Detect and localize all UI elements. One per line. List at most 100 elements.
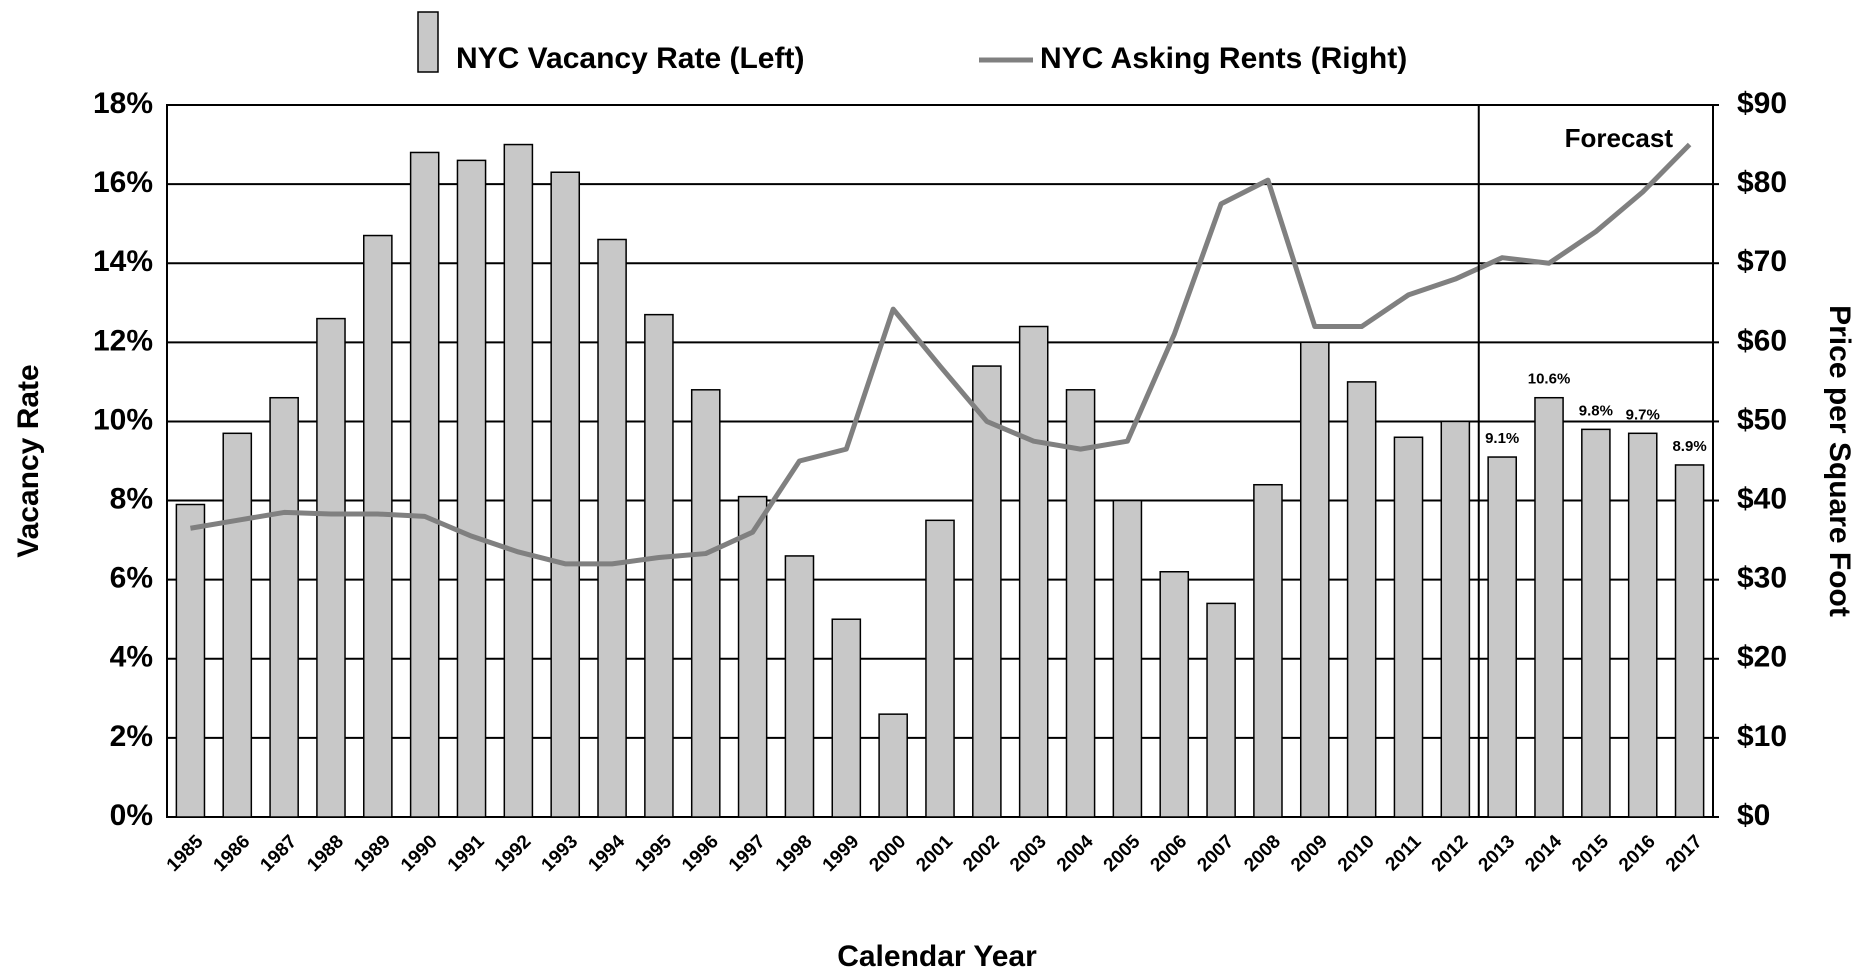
y-tick-label: 18%	[93, 87, 153, 120]
data-label: 9.8%	[1579, 402, 1613, 419]
legend-swatch	[417, 11, 439, 73]
bar	[456, 159, 487, 818]
x-tick-label: 1992	[491, 831, 536, 876]
x-tick-label: 1987	[256, 831, 301, 876]
y-tick-label: 16%	[93, 166, 153, 199]
x-tick-label: 1985	[163, 831, 208, 876]
bar	[1440, 420, 1471, 818]
bar	[503, 143, 534, 818]
x-tick-label: 2012	[1428, 831, 1473, 876]
data-label: 10.6%	[1528, 371, 1571, 388]
bar	[1393, 436, 1424, 818]
y2-tick-label: $10	[1737, 720, 1787, 753]
bar	[1627, 432, 1658, 818]
bar	[1581, 428, 1611, 818]
bar	[1299, 341, 1330, 818]
x-tick-label: 2016	[1615, 831, 1660, 876]
y2-tick-label: $40	[1737, 482, 1787, 515]
x-tick-label: 1991	[444, 831, 489, 876]
legend-label: NYC Asking Rents (Right)	[1040, 42, 1407, 75]
x-tick-label: 2017	[1662, 831, 1707, 876]
bar	[878, 713, 908, 818]
x-tick-label: 1986	[210, 831, 255, 876]
bar	[1018, 325, 1049, 818]
y-tick-label: 10%	[93, 403, 153, 436]
y-tick-label: 12%	[93, 324, 153, 357]
x-tick-label: 2004	[1053, 831, 1098, 876]
x-tick-label: 2014	[1521, 831, 1566, 876]
y-tick-label: 8%	[110, 482, 153, 515]
x-tick-label: 1996	[678, 831, 723, 876]
data-label: 8.9%	[1672, 438, 1706, 455]
x-tick-label: 2015	[1568, 831, 1613, 876]
bar	[1534, 396, 1564, 818]
bar	[1487, 456, 1517, 818]
y-tick-label: 2%	[110, 720, 153, 753]
bar	[784, 555, 815, 818]
y2-tick-label: $20	[1737, 641, 1787, 674]
x-tick-label: 2011	[1382, 831, 1426, 875]
data-label: 9.7%	[1626, 406, 1660, 423]
y2-tick-label: $90	[1737, 87, 1787, 120]
bar	[831, 618, 862, 818]
x-tick-label: 2013	[1475, 831, 1520, 876]
y2-tick-label: $80	[1737, 166, 1787, 199]
y-tick-label: 6%	[110, 562, 153, 595]
x-tick-label: 2000	[865, 831, 910, 876]
x-tick-label: 2006	[1147, 831, 1192, 876]
bar	[1112, 499, 1143, 818]
legend-label: NYC Vacancy Rate (Left)	[456, 42, 804, 75]
bar	[316, 317, 346, 818]
bar	[175, 503, 206, 818]
bar	[644, 313, 674, 818]
y-tick-label: 14%	[93, 245, 153, 278]
bar	[363, 234, 393, 818]
x-tick-label: 1995	[631, 831, 676, 876]
x-axis-label: Calendar Year	[837, 940, 1037, 969]
bar	[1065, 389, 1096, 818]
bar	[597, 238, 627, 818]
y2-axis-label: Price per Square Foot	[1823, 305, 1856, 617]
annotation: Forecast	[1565, 123, 1674, 153]
bar	[1159, 571, 1190, 818]
bar	[550, 171, 581, 818]
data-label: 9.1%	[1485, 430, 1519, 447]
y-axis-label: Vacancy Rate	[12, 364, 45, 557]
x-tick-label: 1989	[350, 831, 395, 876]
x-tick-label: 2005	[1100, 831, 1145, 876]
y2-tick-label: $50	[1737, 403, 1787, 436]
x-tick-label: 1988	[303, 831, 348, 876]
x-tick-label: 1990	[397, 831, 442, 876]
y-tick-label: 4%	[110, 641, 153, 674]
bar	[1206, 602, 1236, 818]
bar	[737, 495, 768, 818]
bar	[690, 389, 721, 818]
y2-tick-label: $70	[1737, 245, 1787, 278]
x-tick-label: 1993	[538, 831, 583, 876]
x-tick-label: 2002	[959, 831, 1004, 876]
y2-tick-label: $0	[1737, 799, 1770, 832]
bar	[972, 365, 1002, 818]
x-tick-label: 1994	[584, 831, 629, 876]
bar	[925, 519, 955, 818]
bar	[1253, 483, 1283, 818]
line	[190, 142, 1692, 567]
x-tick-label: 2009	[1287, 831, 1332, 876]
bar	[269, 396, 299, 818]
bar	[1674, 464, 1705, 818]
x-tick-label: 2010	[1334, 831, 1379, 876]
y2-tick-label: $30	[1737, 562, 1787, 595]
y2-tick-label: $60	[1737, 324, 1787, 357]
bar	[1346, 381, 1377, 818]
bar	[409, 151, 440, 818]
y-tick-label: 0%	[110, 799, 153, 832]
x-tick-label: 2007	[1193, 831, 1238, 876]
x-tick-label: 2001	[912, 831, 957, 876]
x-tick-label: 1998	[772, 831, 817, 876]
bar	[222, 432, 253, 818]
x-tick-label: 1999	[819, 831, 864, 876]
x-tick-label: 1997	[725, 831, 770, 876]
x-tick-label: 2003	[1006, 831, 1051, 876]
